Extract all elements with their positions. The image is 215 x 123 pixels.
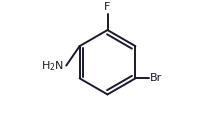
- Text: H$_2$N: H$_2$N: [41, 59, 64, 73]
- Text: Br: Br: [150, 73, 163, 83]
- Text: F: F: [104, 2, 111, 12]
